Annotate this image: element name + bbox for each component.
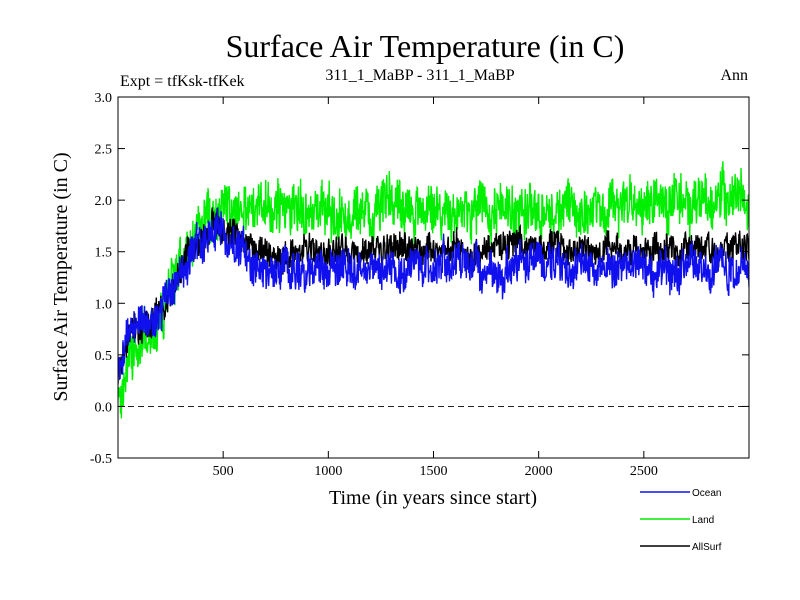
x-tick-label: 2000 [525, 464, 553, 479]
season-label: Ann [720, 67, 748, 84]
y-tick-label: 3.0 [95, 91, 113, 106]
y-tick-label: 0.5 [95, 349, 113, 364]
plot-area: 500 1000 1500 2000 2500 -0.5 0.0 0.5 1.0 1.5 2.0 2.… [90, 91, 750, 479]
legend-label-allsurf: AllSurf [692, 542, 722, 553]
x-tick-label: 500 [213, 464, 234, 479]
legend-label-land: Land [692, 515, 714, 526]
experiment-label: Expt = tfKsk-tfKek [120, 73, 245, 90]
x-tick-label: 2500 [630, 464, 658, 479]
y-tick-label: -0.5 [90, 452, 112, 467]
y-tick-label: 2.0 [95, 194, 113, 209]
series-line-ocean [118, 207, 749, 381]
x-tick-label: 1500 [420, 464, 448, 479]
y-tick-label: 1.0 [95, 297, 113, 312]
y-tick-label: 0.0 [95, 400, 113, 415]
series-layer [118, 161, 749, 419]
y-tick-label: 2.5 [95, 143, 113, 158]
y-axis-label: Surface Air Temperature (in C) [50, 152, 72, 401]
legend: Ocean Land AllSurf [640, 488, 722, 553]
period-label: 311_1_MaBP - 311_1_MaBP [325, 67, 514, 84]
x-axis-label: Time (in years since start) [329, 487, 537, 509]
legend-label-ocean: Ocean [692, 488, 721, 499]
y-tick-label: 1.5 [95, 246, 113, 261]
axis-ticks: 500 1000 1500 2000 2500 -0.5 0.0 0.5 1.0 1.5 2.0 2.… [90, 91, 749, 479]
chart-title: Surface Air Temperature (in C) [226, 28, 625, 64]
x-tick-label: 1000 [314, 464, 342, 479]
series-line-land [118, 161, 749, 419]
